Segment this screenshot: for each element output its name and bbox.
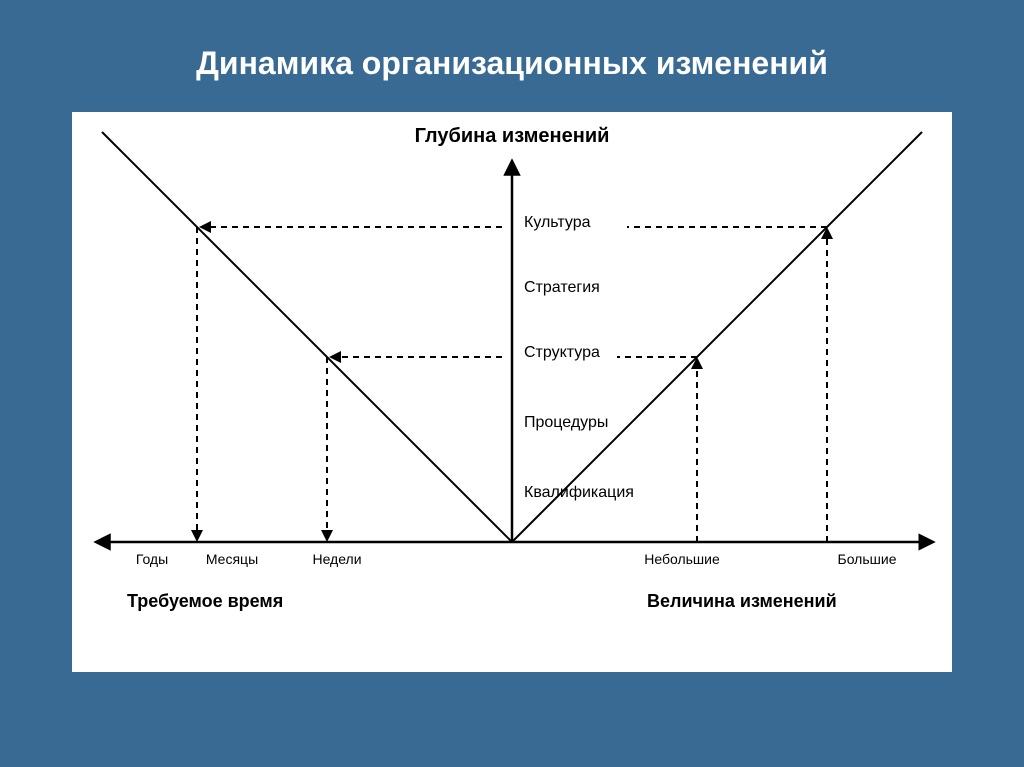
diagram-svg: Глубина изменений Культура Стратегия Структ… [72, 112, 952, 672]
bottom-label-left: Требуемое время [127, 591, 283, 611]
level-label: Процедуры [524, 414, 608, 431]
x-tick-left: Месяцы [206, 551, 258, 567]
chart-container: Глубина изменений Культура Стратегия Структ… [72, 112, 952, 672]
y-axis-label: Глубина изменений [415, 125, 610, 147]
slide-title: Динамика организационных изменений [196, 45, 828, 82]
x-tick-left: Недели [312, 551, 361, 567]
bottom-label-right: Величина изменений [647, 591, 837, 611]
level-label: Структура [524, 344, 600, 361]
level-label: Стратегия [524, 279, 600, 296]
level-label: Квалификация [524, 484, 634, 501]
x-tick-right: Небольшие [644, 551, 720, 567]
diagonal-left [102, 132, 512, 542]
x-tick-right: Большие [838, 551, 897, 567]
level-label: Культура [524, 214, 591, 231]
x-tick-left: Годы [136, 551, 168, 567]
diagonal-right [512, 132, 922, 542]
